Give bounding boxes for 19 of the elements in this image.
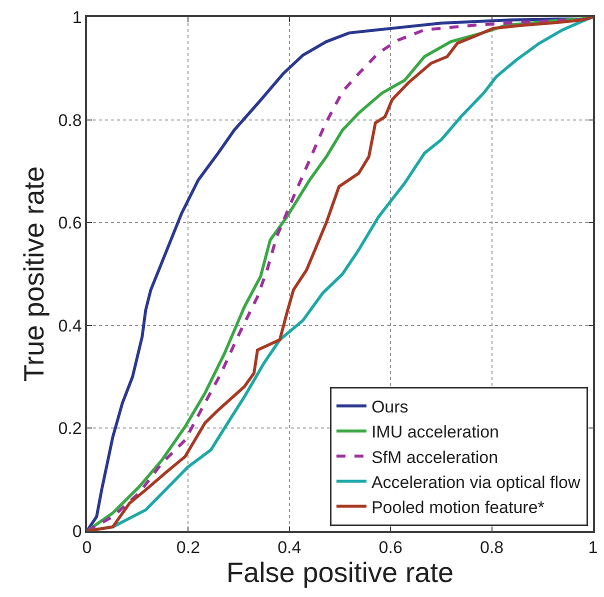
y-tick-label: 0.8 [58,110,82,130]
legend-label: Pooled motion feature* [371,498,545,517]
y-tick-label: 0 [72,522,82,541]
legend-label: IMU acceleration [371,422,500,442]
x-tick-label: 0.6 [378,538,402,558]
y-axis-title: True positive rate [18,166,50,382]
x-tick-label: 0.2 [176,538,200,558]
legend-label: SfM acceleration [371,448,498,467]
legend-label: Acceleration via optical flow [371,472,581,492]
line-series [87,17,593,531]
y-tick-label: 0.6 [58,214,82,233]
x-axis-title: False positive rate [226,557,454,588]
x-tick-label: 0.8 [480,538,504,558]
y-tick-label: 1 [72,8,82,27]
x-tick-label: 0.4 [278,538,302,558]
y-tick-label: 0.2 [58,419,82,438]
legend-label: Ours [371,398,408,417]
y-tick-label: 0.4 [58,316,82,336]
x-tick-label: 1 [588,538,598,558]
